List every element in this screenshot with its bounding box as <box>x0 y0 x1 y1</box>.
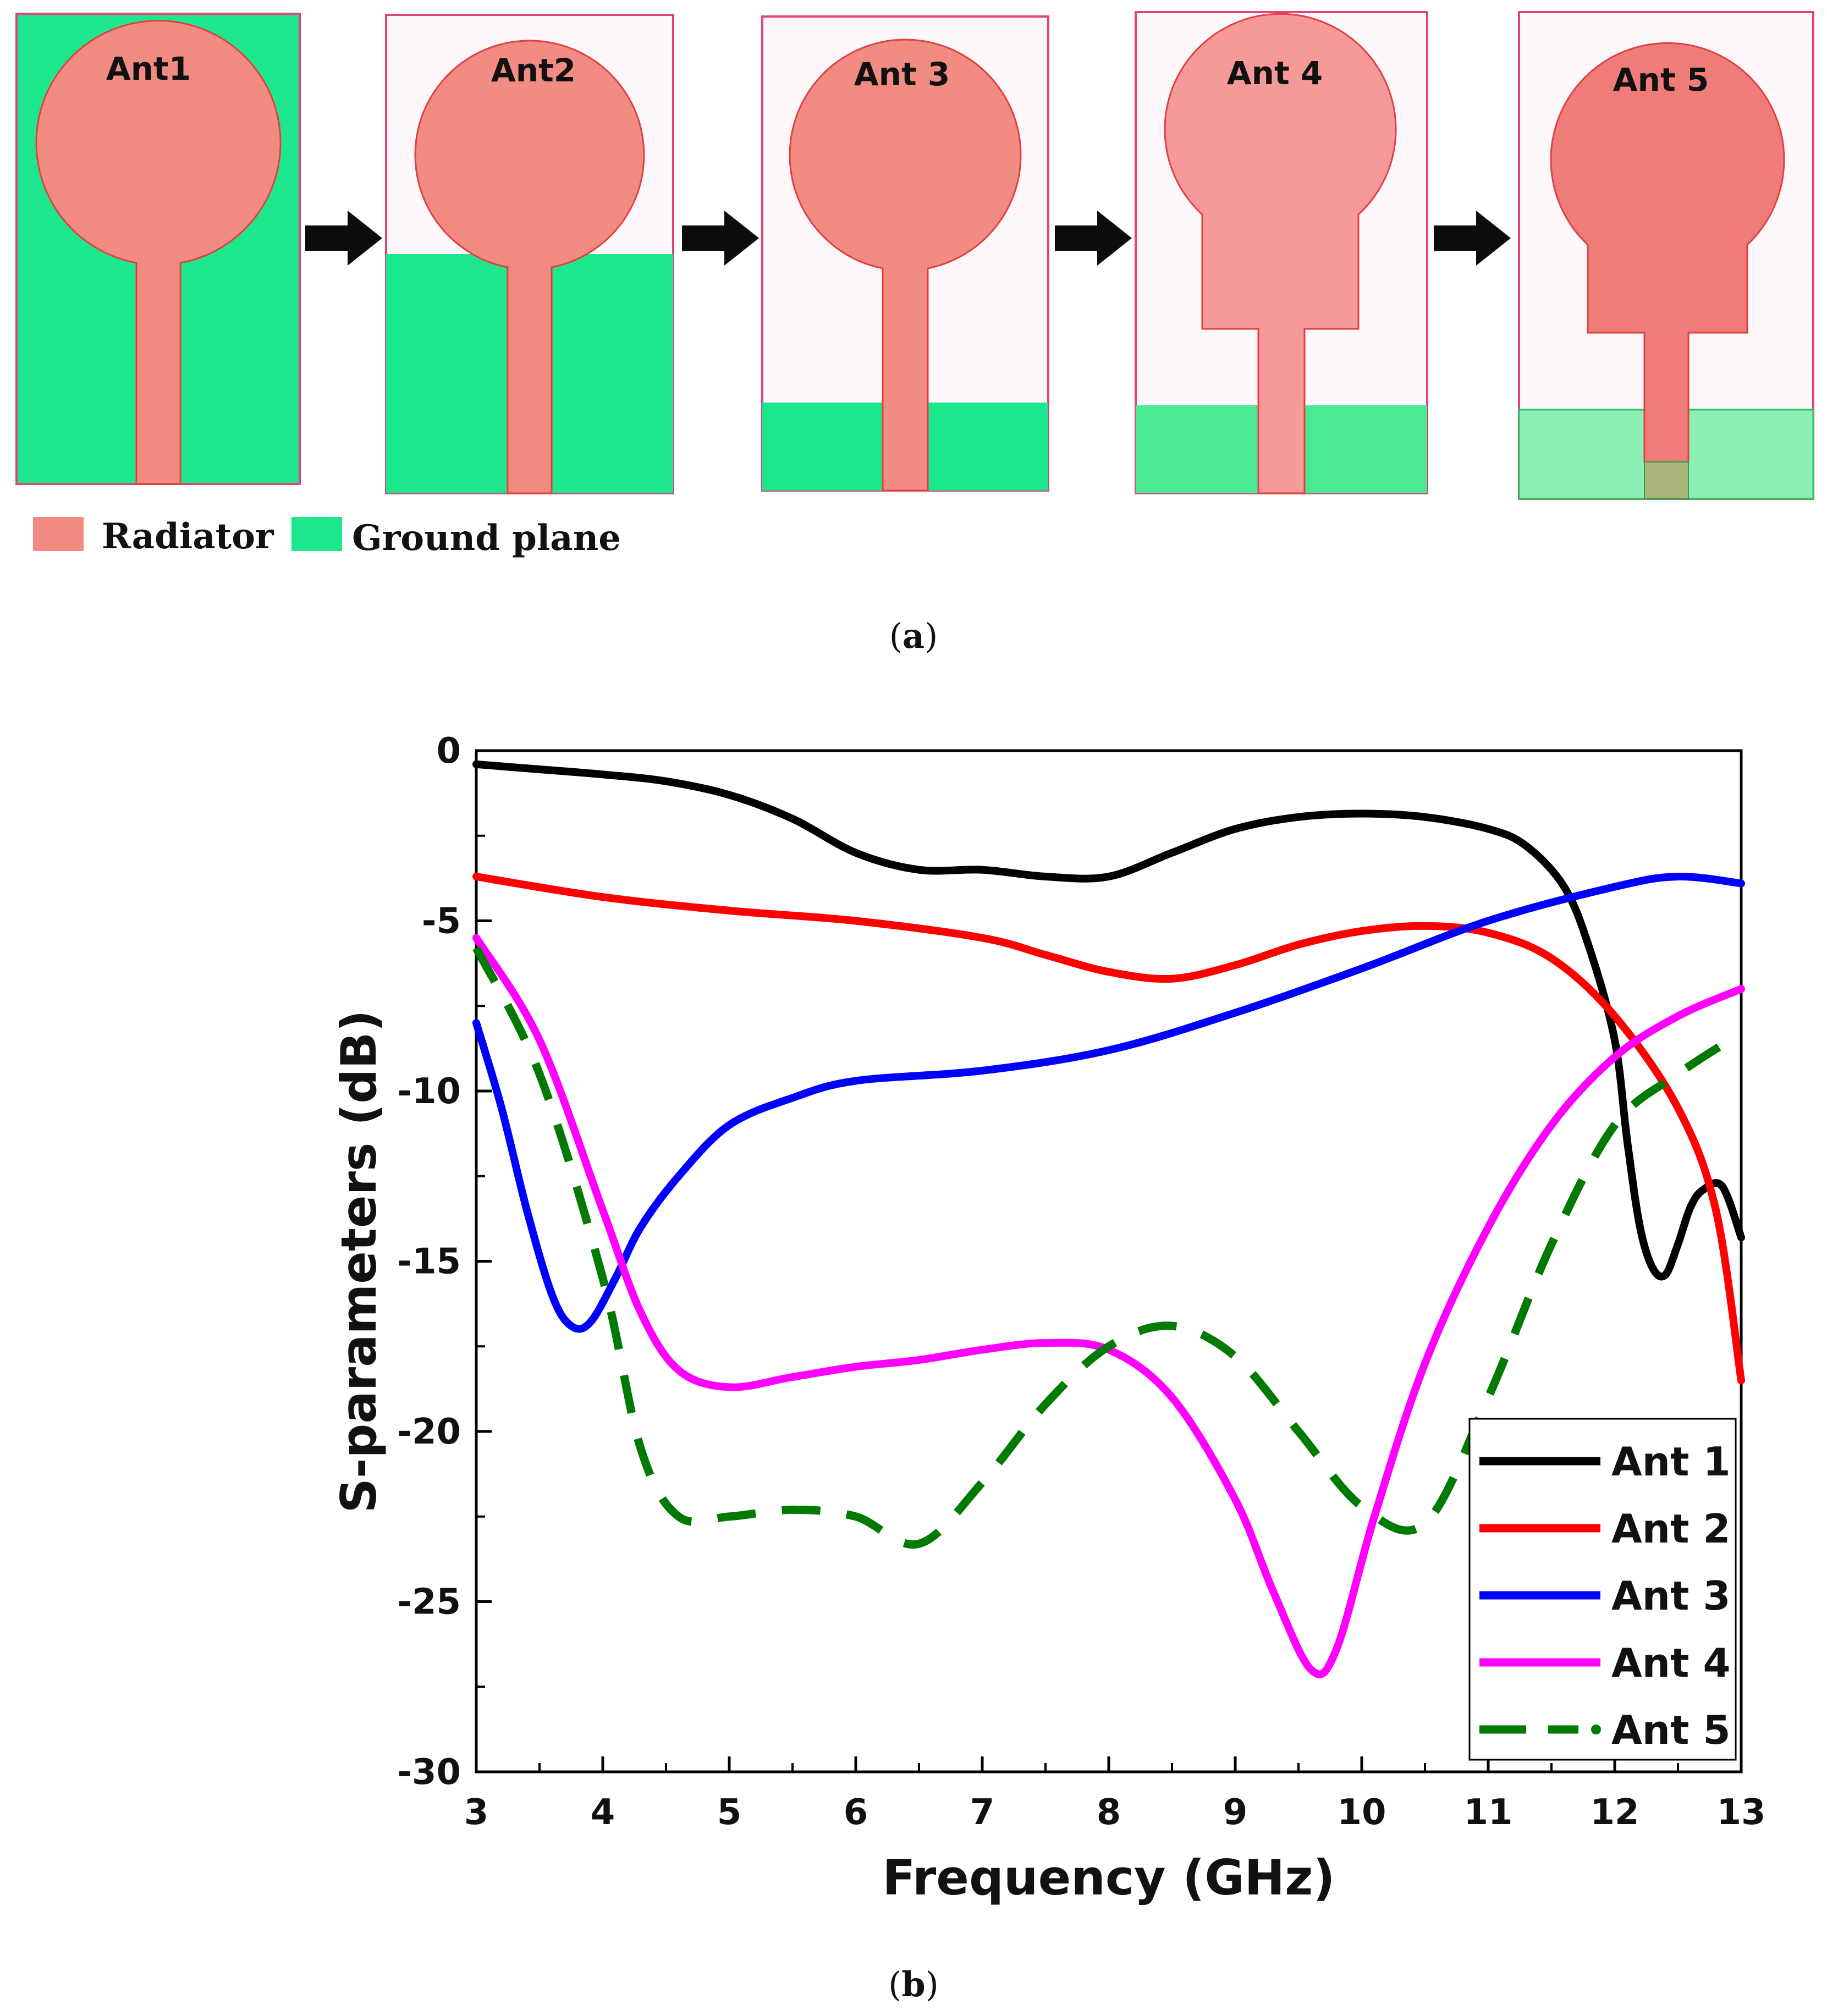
x-tick-label-13: 13 <box>1716 1792 1765 1833</box>
y-tick-label--30: -30 <box>397 1752 461 1793</box>
x-tick-label-11: 11 <box>1463 1792 1512 1833</box>
antenna-2-diagram: Ant2 <box>385 14 674 494</box>
s-parameter-chart: 3 4 5 6 7 8 9 10 11 12 13 0 -5 -10 -15 -20 -25 -30 Freque… <box>331 731 1766 2004</box>
y-tick-label--25: -25 <box>397 1582 461 1623</box>
antenna-4-radiator <box>1164 13 1397 494</box>
antenna-3-label: Ant 3 <box>854 56 950 93</box>
legend-label-ant-1: Ant 1 <box>1611 1439 1731 1485</box>
panel-b-caption: (b) <box>888 1964 939 2004</box>
antenna-3-diagram: Ant 3 <box>761 15 1049 492</box>
x-tick-label-4: 4 <box>591 1792 615 1833</box>
series-line-ant-5 <box>472 946 1744 1549</box>
ground-legend-label: Ground plane <box>352 517 621 559</box>
y-axis-title: S-parameters (dB) <box>331 1010 387 1513</box>
x-tick-label-8: 8 <box>1097 1792 1121 1833</box>
y-tick-label--10: -10 <box>397 1071 461 1112</box>
series-line-ant-2 <box>472 873 1745 1385</box>
chart-legend: Ant 1 Ant 2 Ant 3 Ant 4 Ant 5 <box>1468 1418 1737 1761</box>
antenna-3-radiator <box>789 38 1022 492</box>
legend-label-ant-5: Ant 5 <box>1611 1707 1731 1753</box>
legend-swatch-dot-ant-5 <box>1591 1725 1601 1734</box>
x-tick-label-9: 9 <box>1223 1792 1248 1833</box>
x-tick-label-3: 3 <box>464 1792 489 1833</box>
arrow-3 <box>1055 211 1132 266</box>
x-tick-label-12: 12 <box>1590 1792 1639 1833</box>
radiator-legend-label: Radiator <box>102 516 274 557</box>
legend-label-ant-3: Ant 3 <box>1611 1573 1731 1619</box>
data-series <box>472 760 1745 1678</box>
y-tick-label-0: 0 <box>436 731 461 772</box>
arrow-4 <box>1434 211 1511 266</box>
antenna-2-radiator <box>414 40 645 494</box>
radiator-swatch <box>33 517 84 551</box>
panel-a-caption: (a) <box>889 616 938 656</box>
antenna-1-radiator <box>35 20 282 485</box>
antenna-evolution-panel: Ant1 Ant2 Ant 3 <box>15 11 1814 656</box>
antenna-5-feed-overlap <box>1644 461 1689 499</box>
antenna-5-diagram: Ant 5 <box>1518 11 1814 500</box>
legend-label-ant-4: Ant 4 <box>1611 1640 1731 1686</box>
x-tick-label-6: 6 <box>844 1792 868 1833</box>
arrow-1 <box>305 211 382 266</box>
legend-entries: Ant 1 Ant 2 Ant 3 Ant 4 Ant 5 <box>1479 1439 1731 1753</box>
series-line-ant-3 <box>472 872 1745 1333</box>
legend-box <box>1468 1418 1737 1761</box>
y-tick-label--5: -5 <box>422 901 461 942</box>
antenna-4-label: Ant 4 <box>1227 54 1323 92</box>
y-tick-label--20: -20 <box>397 1412 461 1452</box>
panel-a-legend: Radiator Ground plane <box>33 516 621 559</box>
x-tick-label-10: 10 <box>1337 1792 1386 1833</box>
arrow-2 <box>682 211 759 266</box>
x-tick-label-7: 7 <box>970 1792 995 1833</box>
x-tick-label-5: 5 <box>717 1792 742 1833</box>
y-tick-label--15: -15 <box>397 1242 461 1282</box>
antenna-2-label: Ant2 <box>491 52 576 89</box>
x-axis-title: Frequency (GHz) <box>882 1849 1335 1906</box>
axis-tick-labels: 3 4 5 6 7 8 9 10 11 12 13 0 -5 -10 -15 -20 -25 -30 <box>397 731 1765 1833</box>
antenna-4-diagram: Ant 4 <box>1135 11 1428 494</box>
antenna-5-radiator <box>1550 42 1785 463</box>
antenna-1-label: Ant1 <box>106 50 191 87</box>
ground-swatch <box>291 517 342 551</box>
series-line-ant-1 <box>472 760 1745 1281</box>
legend-label-ant-2: Ant 2 <box>1611 1506 1731 1552</box>
series-line-ant-4 <box>472 934 1745 1678</box>
antenna-1-diagram: Ant1 <box>15 13 301 485</box>
antenna-5-label: Ant 5 <box>1613 61 1709 98</box>
